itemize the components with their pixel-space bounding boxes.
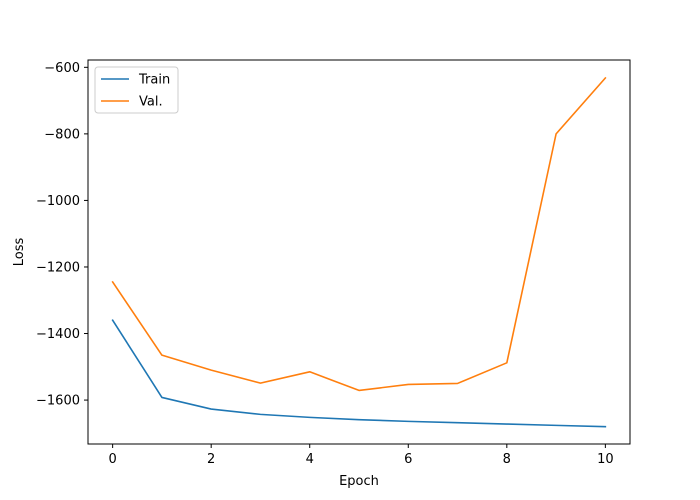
x-tick-label: 10: [597, 452, 614, 467]
y-tick-label: −1400: [36, 327, 80, 342]
y-axis-title: Loss: [12, 238, 27, 267]
x-tick-label: 4: [306, 452, 314, 467]
y-tick-label: −600: [44, 61, 80, 76]
y-tick-label: −800: [44, 127, 80, 142]
y-tick-label: −1000: [36, 194, 80, 209]
legend-label-0: Train: [138, 73, 170, 88]
x-axis-ticks: 0 2 4 6 8 10: [108, 444, 614, 467]
plot-frame: [87, 59, 631, 445]
legend: Train Val.: [94, 66, 179, 114]
x-tick-label: 6: [404, 452, 412, 467]
plot-background: [88, 60, 630, 444]
series-lines: [111, 76, 607, 428]
x-tick-label: 2: [207, 452, 215, 467]
y-tick-label: −1200: [36, 260, 80, 275]
legend-label-1: Val.: [139, 95, 163, 110]
series-line-1: [111, 76, 607, 392]
series-line-0: [111, 319, 607, 428]
x-axis-title: Epoch: [339, 474, 379, 489]
y-axis-ticks: −1600 −1400 −1200 −1000 −800 −600: [36, 61, 88, 409]
x-tick-label: 0: [108, 452, 116, 467]
y-tick-label: −1600: [36, 394, 80, 409]
x-tick-label: 8: [503, 452, 511, 467]
